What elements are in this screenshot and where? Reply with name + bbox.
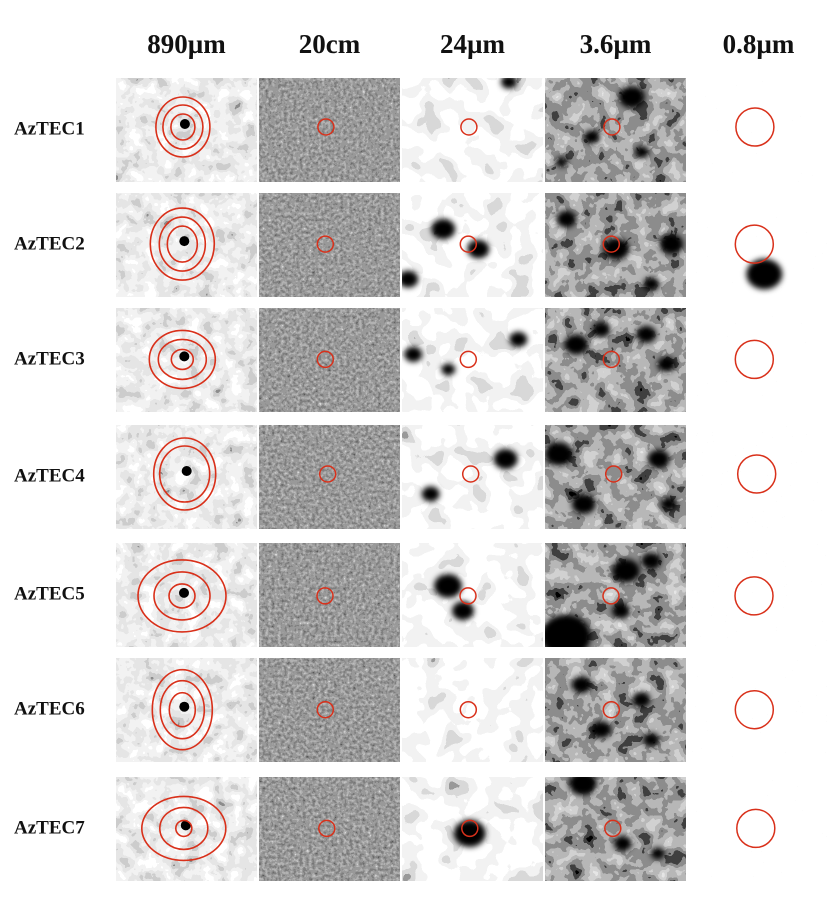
image-stamp [402,308,543,412]
source-marker [736,454,777,494]
image-stamp [259,543,400,647]
contour [159,679,206,740]
contour [155,96,211,158]
image-stamp [259,777,400,881]
source-marker [459,350,478,369]
source-marker [602,235,621,253]
column-header: 20cm [299,29,361,59]
contour [170,348,195,371]
source-marker [602,700,621,719]
image-stamp [688,543,829,647]
contour [168,691,197,728]
image-stamp [402,78,543,182]
image-stamp [545,308,686,412]
source-marker [603,118,621,136]
contour [149,207,216,281]
image-stamp [688,308,829,412]
contour [162,104,204,150]
source-marker [734,339,775,380]
image-stamp [259,658,400,762]
image-stamp [688,425,829,529]
image-stamp [116,777,257,881]
image-stamp [259,425,400,529]
source-marker [461,465,480,483]
image-stamp [545,777,686,881]
contour [158,216,207,272]
image-stamp [402,543,543,647]
source-marker [317,118,335,136]
image-stamp [545,658,686,762]
image-stamp [545,193,686,297]
row-label: AzTEC1 [14,118,85,139]
source-marker [316,587,334,605]
source-marker [604,465,623,483]
image-stamp [116,308,257,412]
row-label: AzTEC4 [14,465,85,486]
image-stamp [688,78,829,182]
image-stamp [402,658,543,762]
row-label: AzTEC5 [14,583,85,604]
source-marker [734,689,775,730]
row-label: AzTEC2 [14,233,85,254]
source-marker [734,576,774,616]
image-stamp [688,658,829,762]
image-stamp [402,193,543,297]
contour [170,113,196,141]
contour [153,571,211,621]
column-header: 890µm [147,29,226,59]
source-marker [459,700,478,719]
source-marker [459,235,478,253]
source-marker [316,235,335,253]
contour [141,795,227,862]
row-label: AzTEC6 [14,698,85,719]
column-header: 3.6µm [580,29,652,59]
contour [157,338,208,381]
image-stamp [545,543,686,647]
source-marker [318,819,336,838]
image-stamp [116,658,257,762]
contour [166,225,199,263]
image-stamp [402,425,543,529]
row-label: AzTEC7 [14,817,85,838]
image-stamp [116,78,257,182]
image-stamp [688,193,829,297]
contour [159,806,209,851]
source-marker [459,587,477,605]
source-marker [461,819,479,838]
image-stamp [259,193,400,297]
column-header: 24µm [440,29,506,59]
contour [168,583,196,609]
image-stamp [402,777,543,881]
image-stamp [116,193,257,297]
source-marker [735,107,775,147]
column-header: 0.8µm [723,29,795,59]
image-stamp [116,543,257,647]
contour [152,437,217,511]
image-stamp [545,78,686,182]
source-marker [736,808,776,849]
source-marker [316,350,335,369]
image-stamp [116,425,257,529]
contour [175,819,193,838]
source-marker [316,700,335,719]
source-marker [602,350,621,369]
row-label: AzTEC3 [14,348,85,369]
source-marker [734,224,775,264]
source-marker [460,118,478,136]
contour [151,668,214,751]
contour [148,329,217,390]
contour [137,559,227,633]
image-stamp [688,777,829,881]
image-stamp [545,425,686,529]
image-stamp [259,308,400,412]
contour [158,445,211,503]
source-marker [604,819,622,838]
source-marker [318,465,337,483]
image-stamp [259,78,400,182]
source-marker [602,587,620,605]
